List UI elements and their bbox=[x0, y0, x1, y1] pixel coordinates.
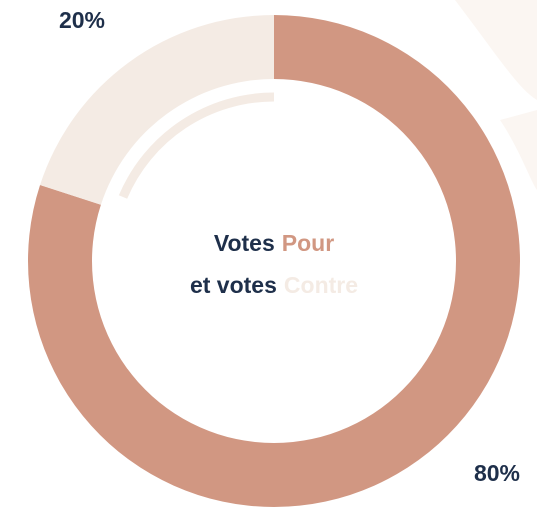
background-leaf bbox=[500, 110, 537, 190]
center-text: et votes Contre bbox=[190, 272, 358, 298]
center-text: Votes Pour bbox=[214, 230, 334, 256]
value-label: 80% bbox=[474, 460, 520, 486]
center-text-part: et votes bbox=[190, 272, 277, 298]
center-text-part: Votes bbox=[214, 230, 275, 256]
value-label: 20% bbox=[59, 7, 105, 33]
donut-slice bbox=[40, 15, 274, 205]
background-leaf bbox=[455, 0, 537, 100]
center-text-part: Contre bbox=[284, 272, 358, 298]
decor-arc bbox=[118, 92, 275, 199]
center-text-part: Pour bbox=[282, 230, 334, 256]
